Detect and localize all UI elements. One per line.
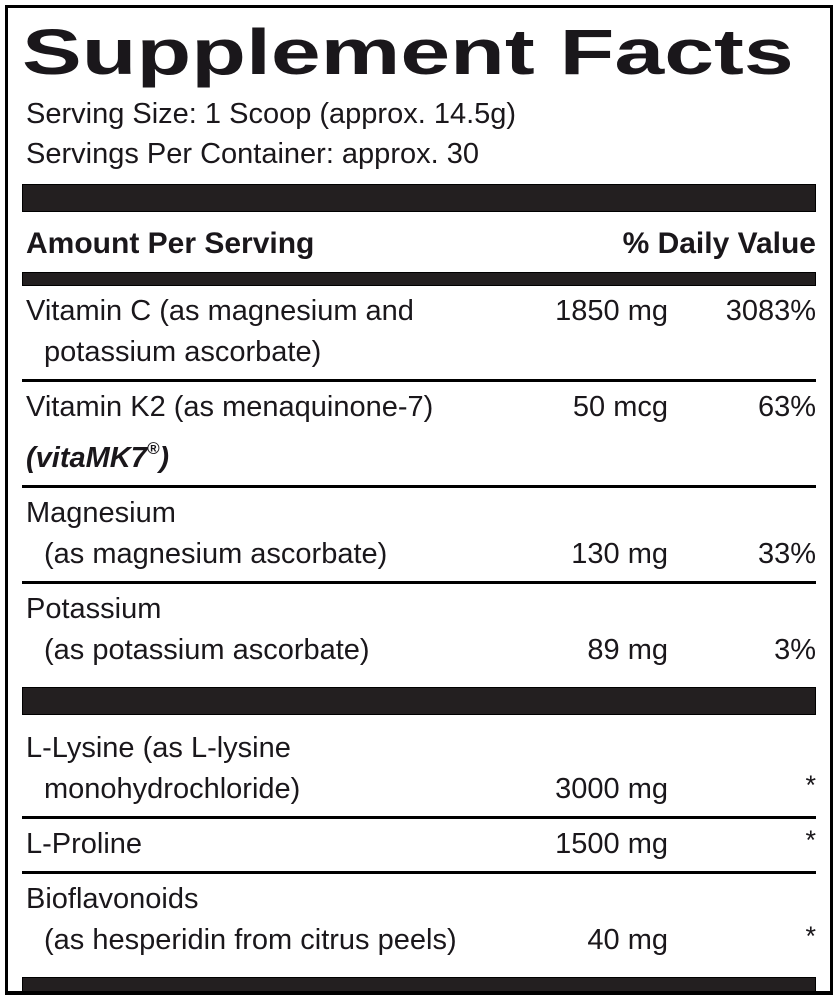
nutrient-amount: 40 mg — [587, 924, 668, 956]
nutrient-name: L-Lysine (as L-lysine — [26, 732, 291, 764]
nutrient-dv: 33% — [757, 538, 816, 570]
nutrient-name: L-Proline — [26, 828, 143, 860]
row-divider — [22, 485, 816, 488]
nutrient-name-cont: potassium ascorbate) — [44, 336, 322, 368]
column-header-row: Amount Per Serving % Daily Value — [20, 220, 818, 266]
row-divider — [22, 581, 816, 584]
row-divider — [22, 379, 816, 382]
nutrient-dv-asterisk: * — [805, 825, 816, 855]
supplement-facts-label: Supplement Facts Serving Size: 1 Scoop (… — [5, 5, 833, 995]
nutrient-dv-asterisk: * — [805, 921, 816, 951]
nutrient-name-cont: monohydrochloride) — [44, 773, 301, 805]
nutrient-name: Magnesium — [26, 497, 176, 529]
serving-size: Serving Size: 1 Scoop (approx. 14.5g) — [26, 98, 517, 130]
nutrient-row-l-lysine: L-Lysine (as L-lysine monohydrochloride)… — [20, 723, 818, 816]
nutrient-name: Vitamin C (as magnesium and — [26, 295, 414, 327]
nutrient-dv: 3% — [774, 634, 816, 666]
nutrient-name: Vitamin K2 (as menaquinone-7) — [26, 391, 434, 423]
nutrient-name-cont: (as hesperidin from citrus peels) — [44, 924, 457, 956]
nutrient-amount: 1500 mg — [555, 828, 668, 860]
nutrient-dv: 3083% — [725, 295, 816, 327]
row-divider — [22, 871, 816, 874]
trademark-name: (vitaMK7 — [26, 442, 147, 474]
amount-per-serving-header: Amount Per Serving — [26, 227, 315, 260]
row-divider — [22, 816, 816, 819]
nutrient-amount: 3000 mg — [555, 773, 668, 805]
nutrient-name-cont: (as magnesium ascorbate) — [44, 538, 388, 570]
nutrient-amount: 130 mg — [571, 538, 668, 570]
nutrient-name-cont: (vitaMK7®) — [26, 428, 816, 479]
header-bar — [22, 272, 816, 286]
trademark-name-close: ) — [159, 442, 170, 474]
nutrient-name: Bioflavonoids — [26, 883, 199, 915]
nutrient-dv: 63% — [757, 391, 816, 423]
label-title: Supplement Facts — [22, 16, 794, 88]
section-bar-bottom — [22, 977, 816, 991]
nutrient-row-bioflavonoids: Bioflavonoids (as hesperidin from citrus… — [20, 874, 818, 967]
nutrient-row-l-proline: L-Proline 1500 mg * — [20, 819, 818, 871]
nutrient-name-cont: (as potassium ascorbate) — [44, 634, 370, 666]
nutrient-amount: 50 mcg — [572, 391, 668, 423]
registered-trademark-icon: ® — [146, 439, 160, 458]
nutrient-row-vitamin-k2: Vitamin K2 (as menaquinone-7) 50 mcg 63%… — [20, 382, 818, 485]
section-bar-middle — [22, 687, 816, 715]
label-title-wrap: Supplement Facts — [22, 16, 818, 90]
daily-value-header: % Daily Value — [622, 227, 816, 260]
nutrient-name: Potassium — [26, 593, 162, 625]
nutrient-amount: 1850 mg — [555, 295, 668, 327]
nutrient-amount: 89 mg — [587, 634, 668, 666]
nutrient-dv-asterisk: * — [805, 770, 816, 800]
servings-per-container: Servings Per Container: approx. 30 — [26, 138, 479, 170]
section-bar-top — [22, 184, 816, 212]
nutrient-row-potassium: Potassium (as potassium ascorbate) 89 mg… — [20, 584, 818, 677]
nutrient-row-magnesium: Magnesium (as magnesium ascorbate) 130 m… — [20, 488, 818, 581]
nutrient-row-vitamin-c: Vitamin C (as magnesium and 1850 mg 3083… — [20, 286, 818, 379]
